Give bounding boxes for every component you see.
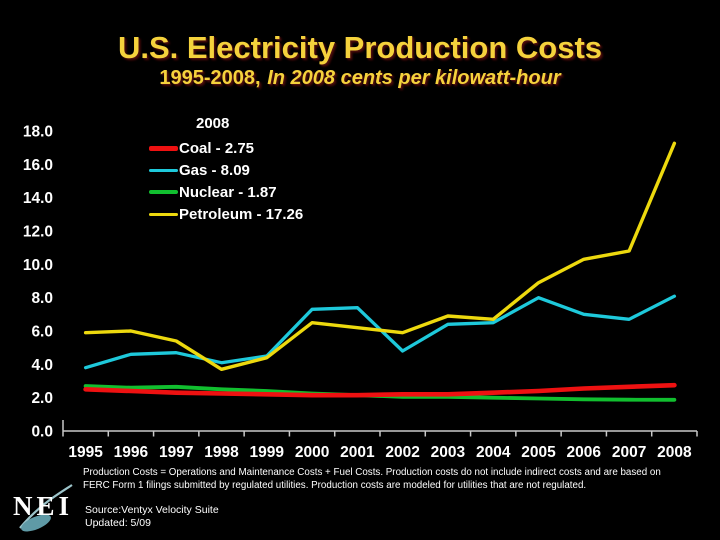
legend-label-gas: Gas - 8.09 (179, 161, 250, 179)
y-axis-label: 18.0 (23, 124, 53, 141)
subtitle-units: In 2008 cents per kilowatt-hour (267, 67, 561, 89)
updated-line: Updated: 5/09 (85, 517, 151, 529)
y-axis-label: 6.0 (31, 324, 53, 341)
x-axis-label: 2000 (295, 444, 329, 461)
legend-header-year: 2008 (196, 115, 230, 132)
source-block: Source:Ventyx Velocity Suite Updated: 5/… (85, 504, 219, 530)
footnote-line1: Production Costs = Operations and Mainte… (83, 467, 661, 478)
legend-label-petroleum: Petroleum - 17.26 (179, 205, 304, 223)
source-line: Source:Ventyx Velocity Suite (85, 504, 219, 516)
x-axis-label: 1995 (68, 444, 103, 461)
legend-swatch-coal (149, 145, 178, 151)
footnote-line2: FERC Form 1 filings submitted by regulat… (83, 480, 587, 491)
chart-title: U.S. Electricity Production Costs (117, 30, 603, 65)
x-axis-label: 2001 (340, 444, 375, 461)
x-axis-label: 2002 (385, 444, 419, 461)
x-axis-label: 2006 (567, 444, 602, 461)
chart-subtitle: 1995-2008, In 2008 cents per kilowatt-hou… (0, 67, 720, 90)
chart-legend: 2008 Coal - 2.75 Gas - 8.09 Nuclear - 1.87… (149, 115, 303, 225)
x-axis-label: 2007 (612, 444, 646, 461)
legend-rows: Coal - 2.75 Gas - 8.09 Nuclear - 1.87 Petro… (149, 137, 303, 225)
legend-swatch-gas (149, 168, 178, 172)
subtitle-year-range: 1995-2008, (159, 67, 261, 89)
legend-item-petroleum: Petroleum - 17.26 (149, 203, 303, 225)
legend-item-nuclear: Nuclear - 1.87 (149, 181, 303, 203)
nei-logo-text: NEI (13, 491, 73, 521)
y-axis-label: 12.0 (23, 224, 53, 241)
nei-logo: NEI (13, 484, 73, 532)
legend-label-coal: Coal - 2.75 (179, 139, 255, 157)
x-axis-label: 2008 (657, 444, 692, 461)
x-axis-label: 2004 (476, 444, 511, 461)
x-axis-label: 2003 (431, 444, 466, 461)
footnote: Production Costs = Operations and Mainte… (83, 466, 661, 492)
x-axis-label: 1999 (250, 444, 285, 461)
legend-swatch-nuclear (149, 190, 178, 194)
x-axis-label: 2005 (521, 444, 556, 461)
y-axis-label: 4.0 (31, 357, 53, 374)
legend-item-coal: Coal - 2.75 (149, 137, 303, 159)
legend-label-nuclear: Nuclear - 1.87 (179, 183, 277, 201)
y-axis-label: 2.0 (31, 390, 53, 407)
y-axis-label: 10.0 (23, 257, 53, 274)
y-axis-label: 16.0 (23, 157, 53, 174)
nei-logo-swoosh-curve (19, 484, 73, 529)
legend-item-gas: Gas - 8.09 (149, 159, 303, 181)
series-line-petroleum (83, 141, 677, 371)
y-axis-label: 8.0 (31, 290, 53, 307)
x-axis-label: 1998 (204, 444, 239, 461)
y-axis-label: 14.0 (23, 190, 53, 207)
x-axis-label: 1996 (114, 444, 149, 461)
y-axis-label: 0.0 (31, 424, 53, 441)
series-line-coal (83, 382, 677, 398)
nei-logo-comet (21, 514, 51, 532)
legend-swatch-petroleum (149, 212, 178, 216)
x-axis-label: 1997 (159, 444, 193, 461)
series-line-gas (83, 294, 677, 370)
